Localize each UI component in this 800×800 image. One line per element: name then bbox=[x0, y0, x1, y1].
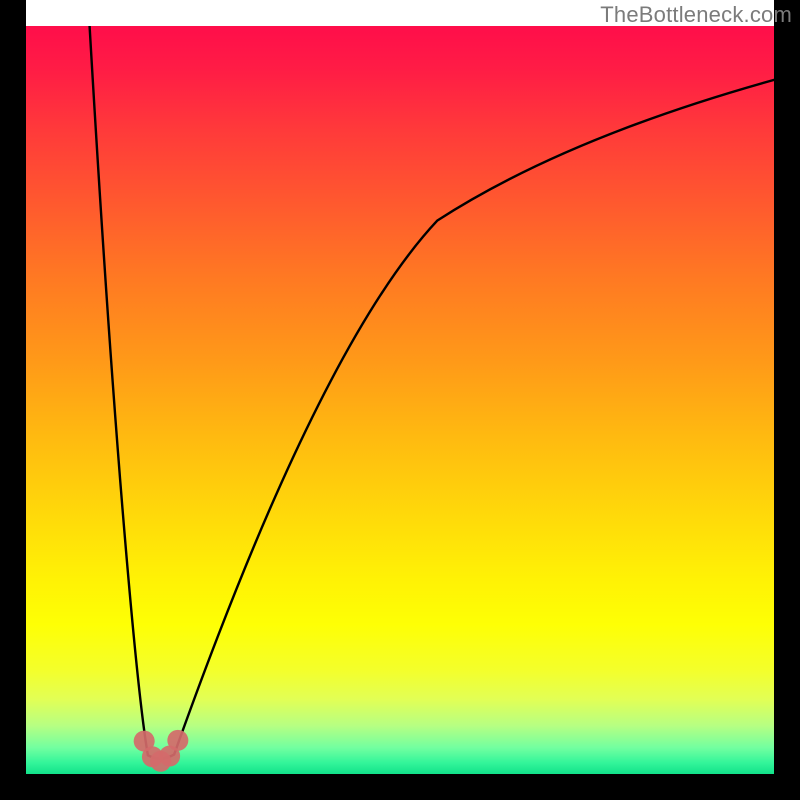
frame-top-left bbox=[0, 0, 26, 26]
gradient-background bbox=[26, 26, 774, 774]
marker-point bbox=[167, 730, 188, 751]
chart-stage: TheBottleneck.com bbox=[0, 0, 800, 800]
frame-left bbox=[0, 0, 26, 800]
frame-right bbox=[774, 0, 800, 800]
frame-bottom bbox=[0, 774, 800, 800]
plot-area bbox=[26, 26, 774, 774]
attribution-watermark: TheBottleneck.com bbox=[600, 2, 792, 28]
chart-svg bbox=[26, 26, 774, 774]
